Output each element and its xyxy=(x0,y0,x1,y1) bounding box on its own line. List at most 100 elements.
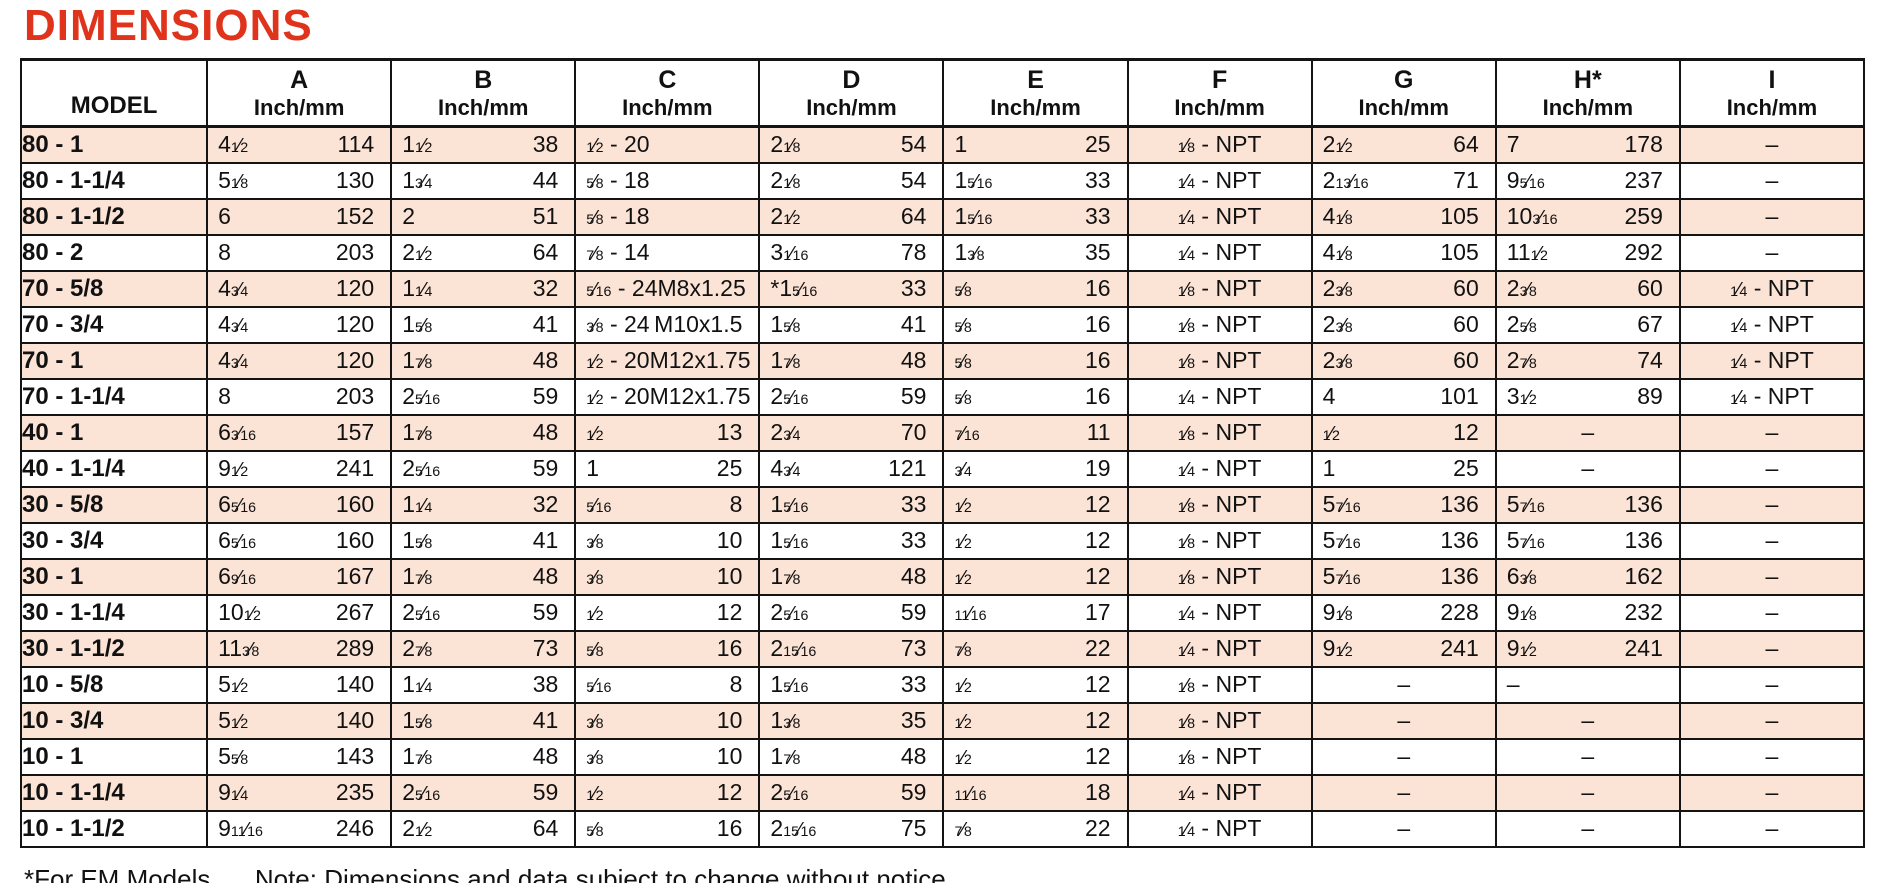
dim-cell-f: 1⁄8 - NPT xyxy=(1126,125,1313,164)
model-cell: 30 - 5/8 xyxy=(19,485,209,524)
dim-cell-f: 1⁄8 - NPT xyxy=(1126,269,1313,308)
column-header-model: MODEL xyxy=(19,58,209,128)
dim-cell-f: 1⁄4 - NPT xyxy=(1126,197,1313,236)
dim-cell-d: 23⁄4 70 xyxy=(758,413,945,452)
model-cell: 10 - 1-1/4 xyxy=(19,773,209,812)
dim-cell-a: 113⁄8 289 xyxy=(206,629,393,668)
dim-cell-c: 3⁄8 - 24 M10x1.5 xyxy=(574,305,761,344)
dim-cell-g: – xyxy=(1310,809,1497,848)
dim-cell-c: 3⁄8 10 xyxy=(574,521,761,560)
model-cell: 10 - 1 xyxy=(19,737,209,776)
dim-cell-h: 27⁄8 74 xyxy=(1494,341,1681,380)
dim-cell-c: 5⁄8 - 18 xyxy=(574,161,761,200)
dim-cell-h: 57⁄16 136 xyxy=(1494,521,1681,560)
table-row: 10 - 1 55⁄8 143 17⁄8 48 3⁄8 10 17⁄8 48 1⁄2 12 1⁄8 -… xyxy=(19,737,1866,776)
dim-cell-i: 1⁄4 - NPT xyxy=(1678,341,1866,380)
model-cell: 80 - 2 xyxy=(19,233,209,272)
dim-cell-g: 57⁄16 136 xyxy=(1310,485,1497,524)
dim-cell-e: 5⁄8 16 xyxy=(942,377,1129,416)
dim-cell-e: 11⁄16 18 xyxy=(942,773,1129,812)
dim-cell-d: 43⁄4 121 xyxy=(758,449,945,488)
footnote-em-models: *For EM Models. xyxy=(24,863,218,883)
dim-cell-c: 1⁄2 - 20 xyxy=(574,125,761,164)
dim-cell-i: – xyxy=(1678,557,1866,596)
dim-cell-c: 5⁄8 - 18 xyxy=(574,197,761,236)
column-header-b: B Inch/mm xyxy=(390,58,577,128)
dim-cell-f: 1⁄8 - NPT xyxy=(1126,737,1313,776)
dim-cell-e: 7⁄8 22 xyxy=(942,629,1129,668)
model-cell: 40 - 1 xyxy=(19,413,209,452)
column-header-c: C Inch/mm xyxy=(574,58,761,128)
table-row: 70 - 3/4 43⁄4 120 15⁄8 41 3⁄8 - 24 M10x1.5 15⁄8… xyxy=(19,305,1866,344)
table-row: 30 - 3/4 65⁄16 160 15⁄8 41 3⁄8 10 15⁄16 33 1⁄2 12 1… xyxy=(19,521,1866,560)
dim-cell-h: – xyxy=(1494,773,1681,812)
model-cell: 70 - 1 xyxy=(19,341,209,380)
dim-cell-g: – xyxy=(1310,737,1497,776)
dim-cell-e: 1⁄2 12 xyxy=(942,737,1129,776)
dim-cell-i: – xyxy=(1678,773,1866,812)
dim-cell-a: 51⁄2 140 xyxy=(206,665,393,704)
dim-cell-i: – xyxy=(1678,737,1866,776)
dim-cell-d: 17⁄8 48 xyxy=(758,557,945,596)
dim-cell-b: 15⁄8 41 xyxy=(390,701,577,740)
dim-cell-h: – xyxy=(1494,701,1681,740)
dim-cell-b: 11⁄2 38 xyxy=(390,125,577,164)
dim-cell-c: 3⁄8 10 xyxy=(574,557,761,596)
dim-cell-f: 1⁄8 - NPT xyxy=(1126,413,1313,452)
dim-cell-a: 911⁄16 246 xyxy=(206,809,393,848)
dim-cell-h: 7 178 xyxy=(1494,125,1681,164)
table-row: 30 - 5/8 65⁄16 160 11⁄4 32 5⁄16 8 15⁄16 33 1⁄2 12 1… xyxy=(19,485,1866,524)
dim-cell-h: – xyxy=(1494,809,1681,848)
dim-cell-c: 5⁄8 16 xyxy=(574,629,761,668)
dim-cell-c: 1⁄2 13 xyxy=(574,413,761,452)
dim-cell-g: 23⁄8 60 xyxy=(1310,305,1497,344)
dim-cell-i: 1⁄4 - NPT xyxy=(1678,269,1866,308)
table-row: 30 - 1-1/4 101⁄2 267 25⁄16 59 1⁄2 12 25⁄16 59 11⁄… xyxy=(19,593,1866,632)
dim-cell-b: 17⁄8 48 xyxy=(390,557,577,596)
table-row: 30 - 1-1/2 113⁄8 289 27⁄8 73 5⁄8 16 215⁄16 73 7⁄8… xyxy=(19,629,1866,668)
dim-cell-g: 4 101 xyxy=(1310,377,1497,416)
dim-cell-i: – xyxy=(1678,809,1866,848)
table-row: 10 - 5/8 51⁄2 140 11⁄4 38 5⁄16 8 15⁄16 33 1⁄2 12 1⁄… xyxy=(19,665,1866,704)
dim-cell-i: – xyxy=(1678,521,1866,560)
dim-cell-c: 5⁄16 8 xyxy=(574,485,761,524)
dim-cell-b: 27⁄8 73 xyxy=(390,629,577,668)
dim-cell-b: 21⁄2 64 xyxy=(390,809,577,848)
dim-cell-b: 15⁄8 41 xyxy=(390,305,577,344)
dim-cell-f: 1⁄4 - NPT xyxy=(1126,449,1313,488)
model-cell: 80 - 1-1/4 xyxy=(19,161,209,200)
dim-cell-g: 213⁄16 71 xyxy=(1310,161,1497,200)
dim-cell-i: – xyxy=(1678,161,1866,200)
dim-cell-a: 101⁄2 267 xyxy=(206,593,393,632)
dim-cell-e: 7⁄16 11 xyxy=(942,413,1129,452)
dim-cell-h: 31⁄2 89 xyxy=(1494,377,1681,416)
dim-cell-f: 1⁄4 - NPT xyxy=(1126,161,1313,200)
dim-cell-a: 65⁄16 160 xyxy=(206,521,393,560)
dim-cell-f: 1⁄4 - NPT xyxy=(1126,773,1313,812)
dim-cell-g: 23⁄8 60 xyxy=(1310,269,1497,308)
dim-cell-d: 15⁄16 33 xyxy=(758,485,945,524)
table-header: MODEL A Inch/mm B Inch/mm C Inch/mm D Inch/mm E In… xyxy=(19,58,1866,128)
footnote-change-notice: Note: Dimensions and data subject to cha… xyxy=(254,863,953,883)
model-cell: 40 - 1-1/4 xyxy=(19,449,209,488)
dim-cell-a: 6 152 xyxy=(206,197,393,236)
dim-cell-g: 1 25 xyxy=(1310,449,1497,488)
dim-cell-a: 8 203 xyxy=(206,233,393,272)
dim-cell-h: 23⁄8 60 xyxy=(1494,269,1681,308)
model-cell: 30 - 1 xyxy=(19,557,209,596)
model-cell: 10 - 5/8 xyxy=(19,665,209,704)
column-header-e: E Inch/mm xyxy=(942,58,1129,128)
dim-cell-a: 41⁄2 114 xyxy=(206,125,393,164)
dim-cell-g: 1⁄2 12 xyxy=(1310,413,1497,452)
dim-cell-h: – xyxy=(1494,665,1681,704)
dim-cell-i: 1⁄4 - NPT xyxy=(1678,377,1866,416)
dimensions-table: MODEL A Inch/mm B Inch/mm C Inch/mm D Inch/mm E In… xyxy=(19,58,1866,848)
dim-cell-h: 95⁄16 237 xyxy=(1494,161,1681,200)
dim-cell-i: – xyxy=(1678,413,1866,452)
dim-cell-b: 15⁄8 41 xyxy=(390,521,577,560)
dim-cell-a: 91⁄2 241 xyxy=(206,449,393,488)
dim-cell-f: 1⁄8 - NPT xyxy=(1126,701,1313,740)
dim-cell-d: 13⁄8 35 xyxy=(758,701,945,740)
dim-cell-i: – xyxy=(1678,629,1866,668)
dim-cell-h: 91⁄2 241 xyxy=(1494,629,1681,668)
